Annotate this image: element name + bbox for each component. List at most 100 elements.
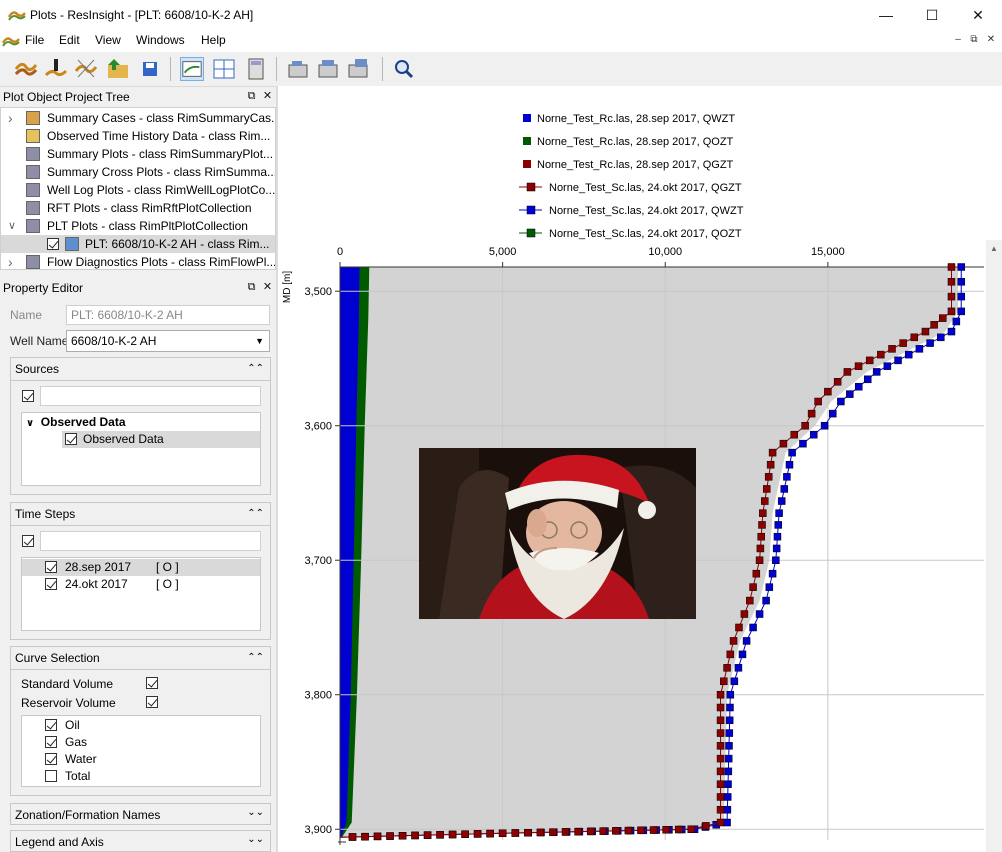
qwzt-marker — [773, 532, 782, 541]
legend-swatch — [523, 137, 531, 145]
observed-data-checkbox[interactable] — [65, 433, 77, 445]
standard-volume-checkbox[interactable] — [146, 677, 158, 689]
phase-checkbox[interactable] — [45, 753, 57, 765]
expand-icon[interactable]: ⌄⌄ — [247, 834, 264, 845]
tree-item[interactable]: Observed Time History Data - class Rim..… — [1, 127, 275, 145]
time-steps-group-header[interactable]: Time Steps ⌃⌃ — [11, 503, 270, 526]
plot-view-icon[interactable] — [180, 57, 204, 81]
curve-selection-group-header[interactable]: Curve Selection ⌃⌃ — [11, 647, 270, 670]
sources-list: ∨ Observed Data Observed Data — [21, 412, 261, 486]
info-plot-icon[interactable] — [44, 57, 68, 81]
expand-icon[interactable]: ⌄⌄ — [247, 807, 264, 818]
qgzt-marker — [746, 596, 754, 605]
sources-filter-input[interactable] — [40, 386, 261, 406]
tree-item[interactable]: › Summary Cases - class RimSummaryCas... — [1, 109, 275, 127]
qgzt-marker — [947, 307, 956, 316]
menu-file[interactable]: File — [25, 33, 45, 47]
tree-expand-icon[interactable]: › — [8, 110, 13, 126]
tree-item[interactable]: Summary Cross Plots - class RimSumma... — [1, 163, 275, 181]
time-step-checkbox[interactable] — [45, 578, 57, 590]
legend-axis-group[interactable]: Legend and Axis ⌄⌄ — [10, 830, 271, 852]
phase-checkbox[interactable] — [45, 770, 57, 782]
time-step-row[interactable]: 24.okt 2017 [ O ] — [22, 576, 260, 593]
tile-windows-icon[interactable] — [212, 57, 236, 81]
qgzt-marker — [749, 583, 757, 591]
scroll-up-icon[interactable]: ▲ — [990, 244, 998, 253]
phase-label: Total — [65, 769, 91, 783]
time-step-checkbox[interactable] — [45, 561, 57, 573]
tree-item[interactable]: PLT: 6608/10-K-2 AH - class Rim... — [1, 235, 275, 253]
qwzt-marker — [952, 317, 961, 326]
well-name-select[interactable]: 6608/10-K-2 AH ▼ — [66, 330, 270, 352]
legend-swatch — [523, 114, 531, 122]
snapshot-icon[interactable] — [286, 57, 310, 81]
menu-view[interactable]: View — [95, 33, 121, 47]
float-panel-icon[interactable]: ⧉ — [247, 281, 256, 293]
tree-item[interactable]: Summary Plots - class RimSummaryPlot... — [1, 145, 275, 163]
qgzt-marker — [536, 828, 545, 837]
menu-edit[interactable]: Edit — [59, 33, 80, 47]
property-editor-title: Property Editor — [3, 281, 84, 295]
sources-group-row[interactable]: ∨ Observed Data — [26, 415, 126, 429]
calculator-icon[interactable] — [244, 57, 268, 81]
float-panel-icon[interactable]: ⧉ — [247, 90, 256, 102]
sources-group-header[interactable]: Sources ⌃⌃ — [11, 358, 270, 381]
reservoir-volume-checkbox[interactable] — [146, 696, 158, 708]
collapse-icon[interactable]: ⌃⌃ — [247, 652, 264, 663]
tree-item-label: RFT Plots - class RimRftPlotCollection — [47, 201, 252, 215]
save-icon[interactable] — [138, 57, 162, 81]
snapshot-all-icon[interactable] — [316, 57, 340, 81]
phase-row[interactable]: Total — [22, 768, 260, 785]
open-folder-icon[interactable] — [106, 57, 130, 81]
name-label: Name — [10, 308, 43, 322]
phase-row[interactable]: Oil — [22, 717, 260, 734]
tree-expand-icon[interactable]: › — [8, 254, 13, 270]
time-step-row[interactable]: 28.sep 2017 [ O ] — [22, 559, 260, 576]
close-panel-icon[interactable]: ✕ — [262, 281, 273, 293]
observed-data-row[interactable]: Observed Data — [62, 431, 260, 448]
plot-collection-icon — [26, 255, 40, 269]
tree-item[interactable]: ∨ PLT Plots - class RimPltPlotCollection — [1, 217, 275, 235]
time-steps-select-all-checkbox[interactable] — [22, 535, 34, 547]
plot-scrollbar[interactable]: ▲ — [986, 240, 1002, 852]
menu-help[interactable]: Help — [201, 33, 226, 47]
time-steps-filter-input[interactable] — [40, 531, 261, 551]
app-menu-logo-icon[interactable] — [2, 34, 20, 48]
phase-checkbox[interactable] — [45, 736, 57, 748]
name-field[interactable]: PLT: 6608/10-K-2 AH — [66, 305, 270, 325]
qgzt-marker — [486, 829, 494, 838]
mdi-minimize-icon[interactable]: – — [955, 34, 961, 45]
phase-checkbox[interactable] — [45, 719, 57, 731]
qwzt-marker — [774, 521, 783, 529]
snapshot-file-icon[interactable] — [346, 57, 370, 81]
zoom-icon[interactable] — [392, 57, 416, 81]
qgzt-marker — [716, 754, 725, 763]
mdi-close-icon[interactable]: ✕ — [986, 34, 996, 45]
minimize-icon[interactable]: — — [879, 7, 893, 23]
close-window-icon[interactable]: ✕ — [972, 7, 984, 23]
tree-expand-icon[interactable]: ∨ — [8, 220, 17, 232]
grid-plot-icon[interactable] — [74, 57, 98, 81]
tree-item[interactable]: Well Log Plots - class RimWellLogPlotCo.… — [1, 181, 275, 199]
zonation-title: Zonation/Formation Names — [15, 808, 161, 822]
qwzt-marker — [775, 509, 783, 517]
collapse-icon[interactable]: ⌃⌃ — [247, 508, 264, 519]
close-panel-icon[interactable]: ✕ — [262, 90, 273, 102]
phase-row[interactable]: Gas — [22, 734, 260, 751]
maximize-icon[interactable]: ☐ — [925, 7, 939, 23]
qwzt-marker — [957, 307, 965, 316]
phase-row[interactable]: Water — [22, 751, 260, 768]
zonation-group[interactable]: Zonation/Formation Names ⌄⌄ — [10, 803, 271, 825]
summary-plot-icon[interactable] — [14, 57, 38, 81]
mdi-restore-icon[interactable]: ⧉ — [970, 34, 978, 45]
qgzt-marker — [716, 793, 725, 801]
panel-splitter[interactable] — [276, 86, 278, 852]
sources-select-all-checkbox[interactable] — [22, 390, 34, 402]
tree-item-checkbox[interactable] — [47, 238, 59, 250]
menu-windows[interactable]: Windows — [136, 33, 185, 47]
tree-item[interactable]: RFT Plots - class RimRftPlotCollection — [1, 199, 275, 217]
collapse-icon[interactable]: ⌃⌃ — [247, 363, 264, 374]
tree-item[interactable]: › Flow Diagnostics Plots - class RimFlowP… — [1, 253, 275, 271]
plot-collection-icon — [26, 165, 40, 179]
y-tick-label: 3,800 — [304, 690, 332, 702]
